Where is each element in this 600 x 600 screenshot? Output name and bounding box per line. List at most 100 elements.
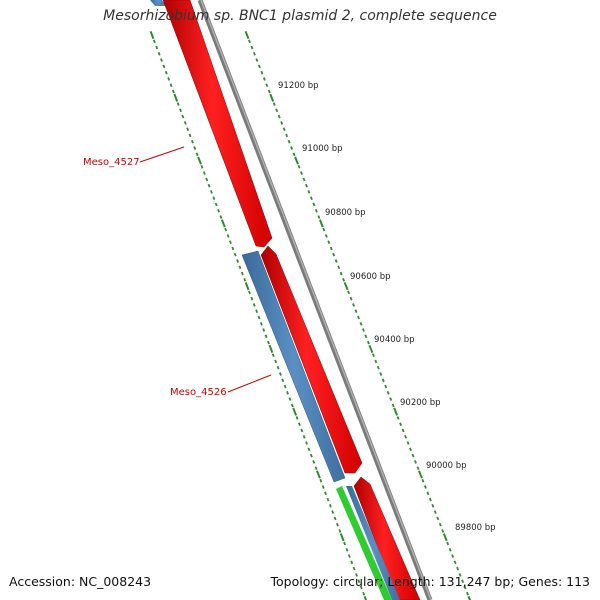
major-tick <box>368 344 374 353</box>
minor-tick <box>191 139 194 144</box>
minor-tick <box>438 522 442 527</box>
major-tick <box>149 30 155 40</box>
minor-tick <box>347 554 351 558</box>
forward-cds-meso-4527[interactable] <box>162 0 273 248</box>
minor-tick <box>283 384 287 389</box>
minor-tick <box>290 146 294 150</box>
minor-tick <box>290 403 294 408</box>
minor-tick <box>265 83 269 88</box>
minor-tick <box>409 447 412 452</box>
major-tick <box>294 156 299 165</box>
sequence-backbone <box>197 0 433 600</box>
major-tick <box>197 156 202 165</box>
minor-tick <box>292 152 296 157</box>
major-tick <box>292 407 298 416</box>
minor-tick <box>366 340 370 345</box>
minor-tick <box>345 547 349 552</box>
minor-tick <box>195 152 199 157</box>
minor-tick <box>376 365 380 370</box>
major-tick <box>244 282 250 291</box>
minor-tick <box>322 227 326 232</box>
minor-tick <box>248 290 251 295</box>
minor-tick <box>252 51 256 56</box>
inner-scale-track <box>149 30 368 600</box>
gene-label-leader <box>139 146 185 163</box>
minor-tick <box>324 491 327 496</box>
minor-tick <box>260 70 264 75</box>
minor-tick <box>179 108 182 113</box>
minor-tick <box>401 428 405 433</box>
gene-label-meso-4527[interactable]: Meso_4527 <box>83 157 140 168</box>
minor-tick <box>205 177 209 182</box>
minor-tick <box>332 252 336 257</box>
minor-tick <box>466 591 469 596</box>
minor-tick <box>160 58 163 62</box>
minor-tick <box>379 372 383 376</box>
reverse-cds-top[interactable] <box>150 0 166 6</box>
minor-tick <box>305 183 308 188</box>
minor-tick <box>456 566 460 571</box>
minor-tick <box>384 384 388 389</box>
minor-tick <box>364 334 368 339</box>
major-tick <box>343 282 349 291</box>
major-tick <box>418 470 423 479</box>
minor-tick <box>337 265 341 270</box>
minor-tick <box>183 121 187 125</box>
minor-tick <box>164 70 168 75</box>
minor-tick <box>238 265 242 270</box>
reverse-cds-bottom[interactable] <box>346 486 400 600</box>
minor-tick <box>428 497 432 502</box>
major-tick <box>269 93 275 102</box>
minor-tick <box>176 102 180 106</box>
minor-tick <box>352 303 355 307</box>
minor-tick <box>448 547 452 552</box>
minor-tick <box>354 309 358 314</box>
minor-tick <box>264 334 268 339</box>
minor-tick <box>312 460 316 464</box>
minor-tick <box>255 58 259 62</box>
minor-tick <box>300 428 304 433</box>
minor-tick <box>328 503 332 508</box>
minor-tick <box>276 365 280 370</box>
gene-label-meso-4526[interactable]: Meso_4526 <box>170 387 227 398</box>
major-tick <box>442 533 448 542</box>
minor-tick <box>347 290 351 295</box>
minor-tick <box>207 183 211 188</box>
minor-tick <box>262 77 266 81</box>
major-tick <box>393 407 399 416</box>
minor-tick <box>257 315 261 320</box>
minor-tick <box>453 560 457 565</box>
minor-tick <box>423 485 427 489</box>
minor-tick <box>282 127 286 132</box>
green-feature[interactable] <box>336 486 392 600</box>
minor-tick <box>295 416 299 420</box>
minor-tick <box>414 460 417 464</box>
minor-tick <box>411 453 415 458</box>
minor-tick <box>229 240 232 245</box>
minor-tick <box>416 466 420 471</box>
minor-tick <box>334 259 338 263</box>
minor-tick <box>236 259 240 263</box>
minor-tick <box>280 121 284 125</box>
minor-tick <box>193 146 197 150</box>
minor-tick <box>314 208 318 213</box>
minor-tick <box>243 277 247 282</box>
minor-tick <box>355 573 358 577</box>
minor-tick <box>277 114 281 119</box>
minor-tick <box>338 529 342 533</box>
minor-tick <box>421 478 425 483</box>
minor-tick <box>396 416 400 420</box>
minor-tick <box>431 503 435 508</box>
forward-cds-middle[interactable] <box>260 245 363 474</box>
minor-tick <box>281 378 285 383</box>
minor-tick <box>231 246 235 251</box>
minor-tick <box>374 359 378 364</box>
minor-tick <box>188 133 192 138</box>
minor-tick <box>250 296 254 301</box>
reverse-cds-meso-4526[interactable] <box>241 250 346 483</box>
tick-label: 90800 bp <box>325 208 366 218</box>
tick-label: 90600 bp <box>350 272 391 282</box>
minor-tick <box>352 566 356 571</box>
minor-tick <box>433 510 437 514</box>
